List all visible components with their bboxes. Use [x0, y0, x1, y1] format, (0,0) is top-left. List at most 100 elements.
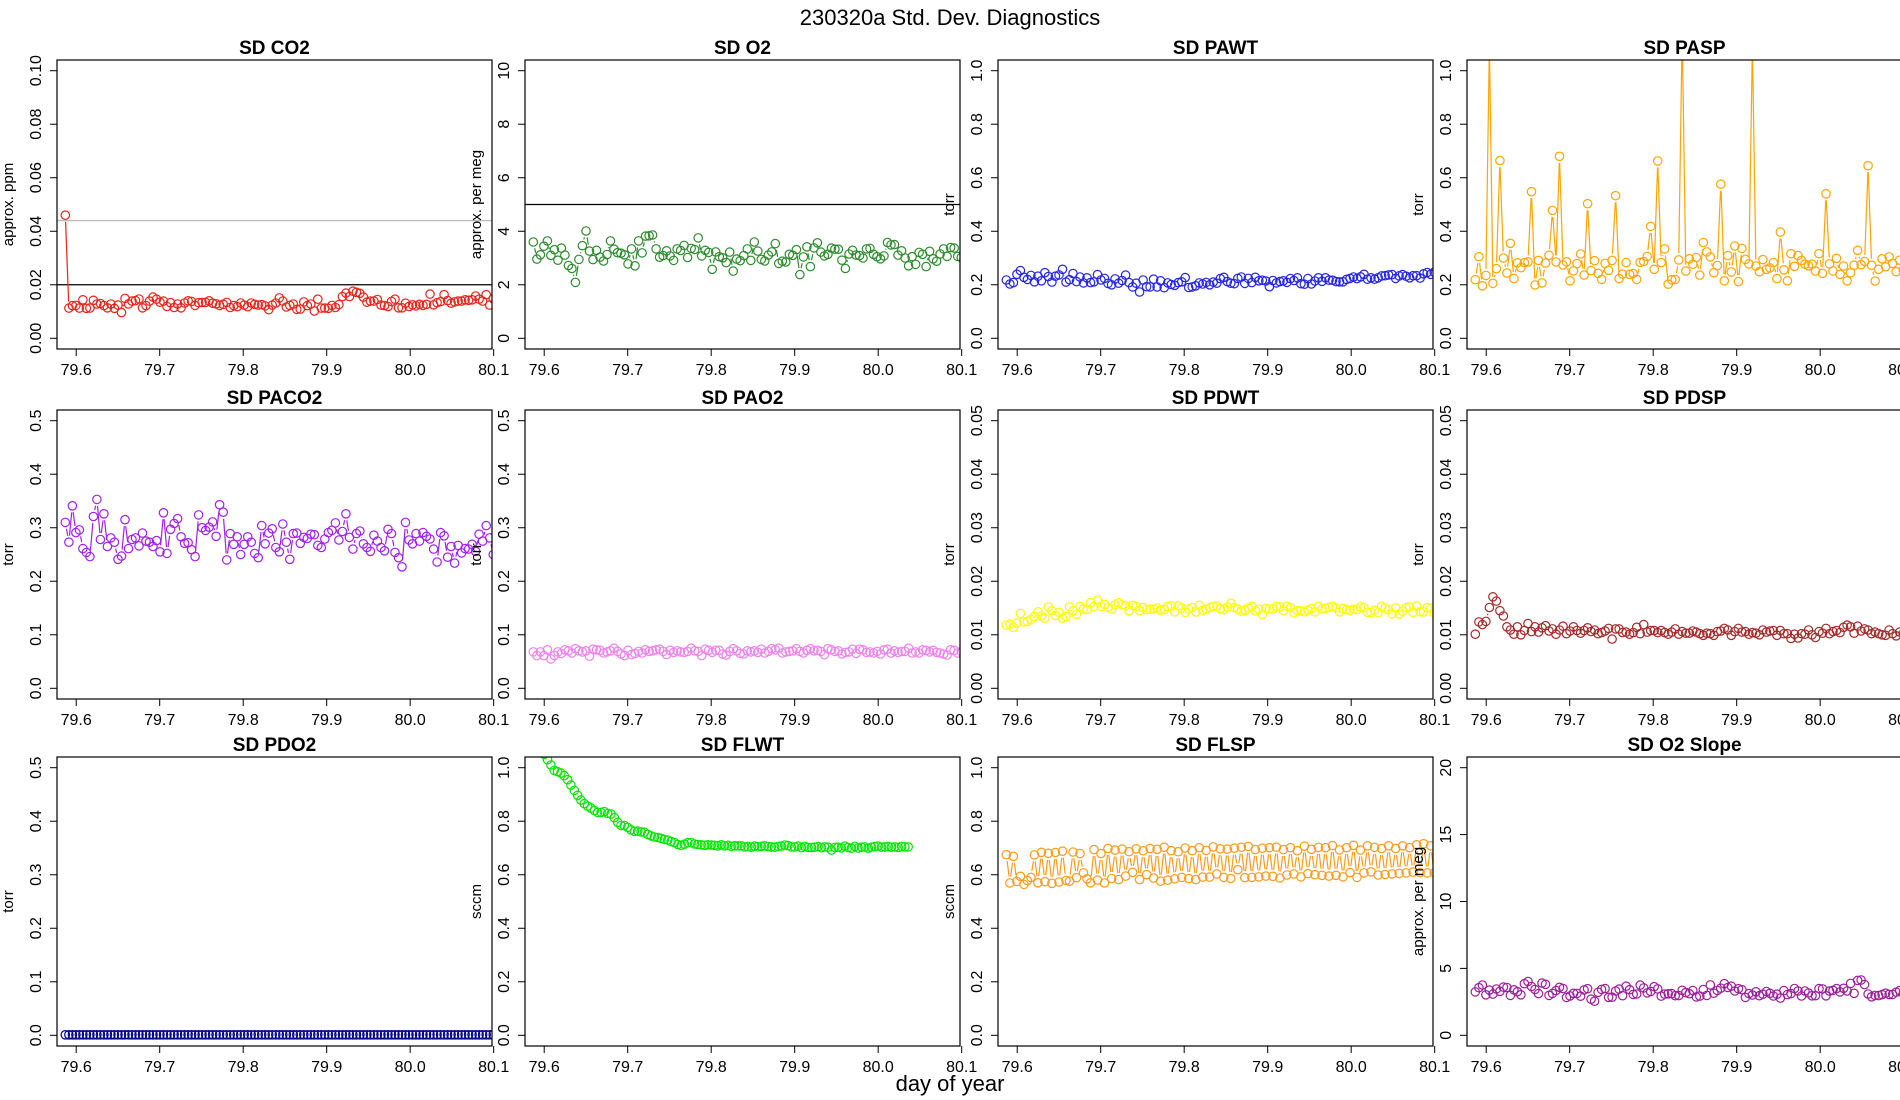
- data-point: [71, 1030, 81, 1040]
- y-tick-label: 0.2: [28, 917, 45, 939]
- data-point: [1169, 873, 1180, 884]
- x-axis: 79.6 79.7 79.8 79.9 80.0 80.1: [61, 1046, 509, 1076]
- data-point: [900, 646, 910, 657]
- data-point: [689, 244, 700, 255]
- data-point: [1422, 868, 1432, 878]
- data-point: [1681, 266, 1691, 276]
- x-tick-label: 80.1: [946, 712, 977, 729]
- data-point: [1282, 870, 1292, 880]
- x-tick-label: 79.8: [228, 712, 259, 729]
- data-point: [1600, 983, 1610, 994]
- data-point: [67, 500, 78, 511]
- x-tick-label: 79.9: [1252, 1059, 1283, 1076]
- data-point: [879, 251, 889, 261]
- data-point: [1898, 989, 1900, 997]
- data-point: [1747, 627, 1758, 638]
- data-point: [316, 542, 327, 553]
- data-point: [1621, 257, 1631, 268]
- data-point: [400, 298, 411, 308]
- x-tick-label: 79.8: [1638, 362, 1669, 379]
- y-tick-label: 0.1: [28, 624, 45, 646]
- data-point: [1219, 872, 1229, 883]
- data-point: [1470, 629, 1481, 639]
- data-point: [938, 244, 949, 254]
- data-point: [791, 244, 802, 255]
- data-point: [745, 255, 756, 266]
- y-tick-label: 0.05: [969, 405, 986, 436]
- data-point: [833, 645, 844, 656]
- data-point: [319, 1030, 330, 1040]
- plot-frame: [1466, 756, 1900, 1047]
- data-point: [453, 1030, 463, 1040]
- data-point: [351, 1030, 362, 1040]
- data-point: [365, 546, 376, 557]
- data-point: [277, 519, 288, 529]
- data-point: [1418, 838, 1429, 849]
- data-point: [675, 245, 686, 256]
- data-point: [1558, 621, 1568, 631]
- y-tick-label: 0.5: [496, 409, 513, 431]
- data-point: [488, 549, 492, 560]
- data-point: [1898, 630, 1900, 638]
- data-point: [1849, 988, 1859, 999]
- data-point: [1603, 992, 1614, 1003]
- data-point: [1015, 871, 1026, 882]
- y-tick-label: 0.3: [496, 517, 513, 539]
- data-point: [341, 288, 351, 298]
- data-point: [1387, 869, 1397, 879]
- data-point: [1408, 867, 1418, 877]
- data-point: [637, 648, 647, 658]
- data-point: [546, 654, 556, 664]
- y-tick-label: 0.06: [28, 162, 45, 193]
- data-point: [1575, 249, 1586, 259]
- data-point: [1134, 287, 1145, 297]
- data-point: [636, 827, 646, 837]
- y-tick-label: 0.4: [969, 220, 986, 242]
- data-point: [569, 785, 580, 796]
- data-point: [1292, 605, 1303, 616]
- data-point: [172, 1030, 183, 1040]
- data-point: [397, 561, 407, 572]
- data-point: [305, 529, 316, 539]
- data-point: [1029, 611, 1040, 622]
- data-point: [162, 548, 172, 559]
- data-point: [833, 244, 844, 254]
- x-tick-label: 80.1: [1888, 1059, 1900, 1076]
- data-point: [214, 499, 225, 510]
- data-point: [449, 297, 460, 307]
- x-tick-label: 79.7: [1554, 362, 1585, 379]
- data-point: [207, 298, 218, 308]
- data-point: [853, 843, 863, 853]
- x-tick-label: 79.8: [1169, 362, 1200, 379]
- data-point: [763, 841, 773, 852]
- data-point: [496, 541, 504, 549]
- plot-frame: [1466, 59, 1900, 350]
- y-tick-label: 0.0: [1438, 327, 1455, 349]
- x-tick-label: 79.6: [1002, 712, 1033, 729]
- data-point: [1814, 248, 1824, 259]
- data-point: [1247, 872, 1257, 883]
- data-point: [1607, 634, 1617, 644]
- data-point: [453, 296, 463, 306]
- data-point: [270, 1030, 281, 1040]
- data-point: [1849, 260, 1859, 270]
- data-point: [1317, 276, 1327, 287]
- data-point: [1821, 189, 1831, 199]
- data-point: [1533, 988, 1544, 999]
- data-point: [397, 1030, 407, 1040]
- y-tick-label: 0.8: [1438, 113, 1455, 135]
- x-tick-label: 80.1: [946, 1059, 977, 1076]
- data-point: [400, 517, 411, 528]
- data-point: [470, 1030, 481, 1040]
- x-tick-label: 79.7: [1554, 1059, 1585, 1076]
- data-point: [281, 1030, 292, 1040]
- data-point: [1078, 604, 1089, 614]
- x-tick-label: 80.1: [1888, 362, 1900, 379]
- data-point: [659, 834, 670, 845]
- data-point: [579, 798, 590, 809]
- data-point: [805, 261, 816, 272]
- data-point: [169, 1030, 179, 1040]
- y-tick-label: 0.00: [1438, 673, 1455, 704]
- data-point: [1075, 848, 1085, 859]
- data-point: [1236, 842, 1247, 852]
